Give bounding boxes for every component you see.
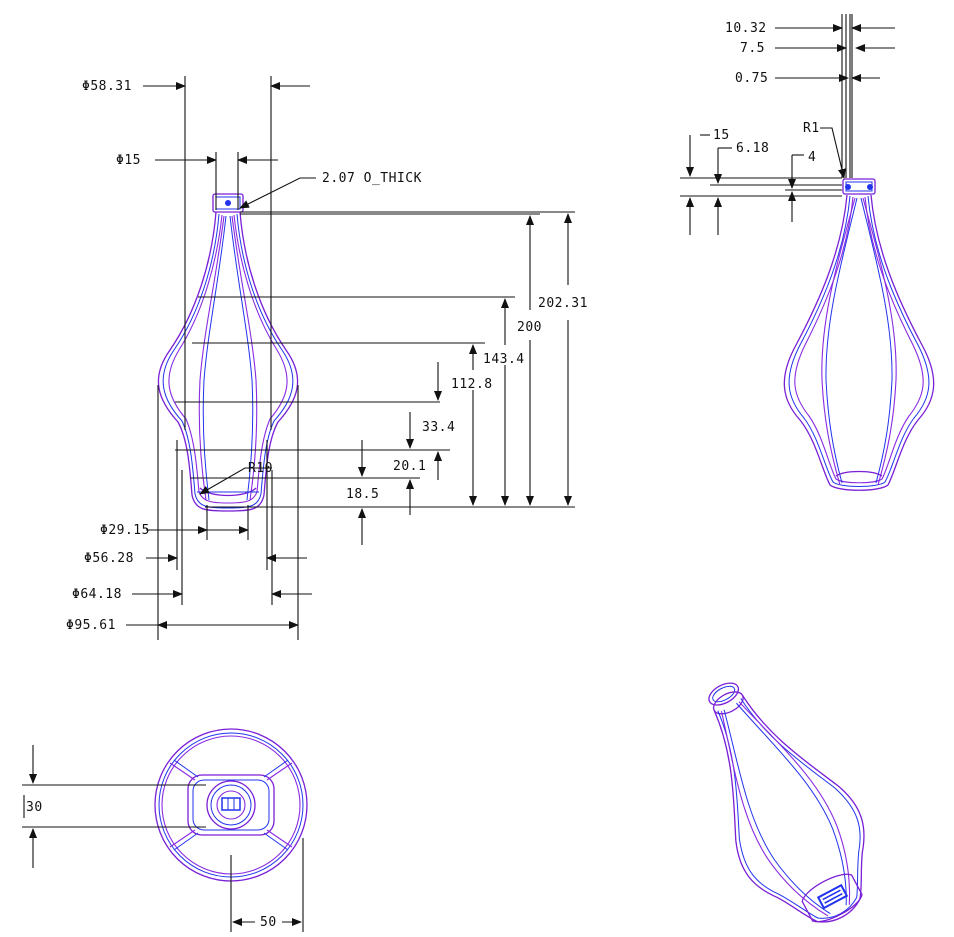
top-bottle-outline [154, 728, 308, 882]
note-thickness: 2.07 O_THICK [322, 171, 422, 186]
dim-dia-95-61: Φ95.61 [66, 618, 116, 633]
dim-dia-15: Φ15 [116, 153, 141, 168]
side-bottle-outline [783, 178, 935, 491]
dim-height-20-1: 20.1 [393, 459, 426, 474]
dim-side-6-18: 6.18 [736, 141, 769, 156]
side-view: 10.32 7.5 0.75 R1 15 6.18 4 [680, 14, 935, 491]
front-bottle-outline [157, 193, 299, 512]
dim-side-7-5: 7.5 [740, 41, 765, 56]
dim-side-10-32: 10.32 [725, 21, 767, 36]
dim-height-202-31: 202.31 [538, 296, 588, 311]
dim-height-200: 200 [517, 320, 542, 335]
dim-height-143-4: 143.4 [483, 352, 525, 367]
dim-height-112-8: 112.8 [451, 377, 493, 392]
dim-top-50: 50 [260, 915, 277, 930]
dim-dia-56-28: Φ56.28 [84, 551, 134, 566]
dim-dia-58-31: Φ58.31 [82, 79, 132, 94]
front-view: Φ58.31 Φ15 2.07 O_THICK 202.31 200 143.4… [66, 76, 588, 640]
dim-side-r1: R1 [803, 121, 820, 136]
dim-side-15: 15 [713, 128, 730, 143]
dim-height-33-4: 33.4 [422, 420, 455, 435]
dim-dia-64-18: Φ64.18 [72, 587, 122, 602]
isometric-bottle [708, 682, 865, 923]
dim-side-4: 4 [808, 150, 816, 165]
dim-top-30: 30 [26, 800, 43, 815]
dim-height-18-5: 18.5 [346, 487, 379, 502]
top-view: 30 50 [22, 728, 308, 932]
isometric-view [708, 682, 865, 923]
dim-dia-29-15: Φ29.15 [100, 523, 150, 538]
dim-radius-r10: R10 [248, 461, 273, 476]
dim-side-0-75: 0.75 [735, 71, 768, 86]
